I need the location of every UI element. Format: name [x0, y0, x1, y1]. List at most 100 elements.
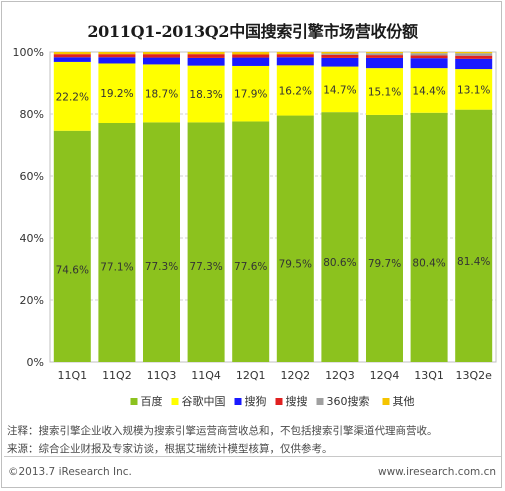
footer-copyright: ©2013.7 iResearch Inc. [8, 466, 132, 478]
x-tick-label: 11Q4 [191, 369, 221, 382]
bar-segment-3 [366, 57, 403, 69]
bar-segment-5 [455, 53, 493, 56]
data-label: 16.2% [279, 85, 312, 97]
bar-segment-3 [143, 57, 180, 65]
bar-segment-4 [321, 54, 359, 58]
data-label: 80.6% [323, 257, 356, 269]
data-label: 14.4% [412, 85, 445, 97]
data-label: 22.2% [56, 91, 89, 103]
data-label: 81.4% [457, 256, 490, 268]
bar-segment-6 [366, 52, 403, 54]
y-tick-label: 40% [20, 232, 44, 245]
data-label: 14.7% [323, 84, 356, 96]
bar-segment-2 [410, 68, 448, 113]
data-label: 80.4% [412, 257, 445, 269]
x-tick-label: 12Q2 [280, 369, 310, 382]
bar-segment-3 [232, 57, 270, 66]
bar-segment-2 [53, 61, 91, 131]
bar-segment-4 [455, 55, 493, 59]
bar-segment-3 [455, 58, 493, 70]
bar-segment-2 [276, 65, 314, 116]
bar-segment-1 [455, 109, 493, 362]
bar-segment-1 [366, 114, 403, 363]
bar-segment-2 [366, 68, 403, 115]
bar-segment-3 [187, 57, 225, 66]
data-label: 77.6% [234, 261, 267, 273]
data-label: 18.3% [189, 89, 222, 101]
y-tick-label: 80% [20, 108, 44, 121]
bar-segment-1 [276, 115, 314, 362]
bar-segment-5 [410, 53, 448, 56]
bar-segment-4 [276, 54, 314, 58]
x-tick-label: 11Q1 [57, 369, 87, 382]
bar-segment-1 [187, 122, 225, 363]
legend-swatch [234, 398, 242, 405]
chart-notes: 注释：搜索引擎企业收入规模为搜索引擎运营商营收总和，不包括搜索引擎渠道代理商营收… [7, 422, 438, 458]
bar-segment-4 [366, 55, 403, 58]
data-label: 79.7% [368, 258, 401, 270]
note-annotation: 注释：搜索引擎企业收入规模为搜索引擎运营商营收总和，不包括搜索引擎渠道代理商营收… [7, 425, 438, 437]
data-label: 13.1% [457, 84, 490, 96]
data-label: 19.2% [100, 88, 133, 100]
legend-swatch [130, 398, 138, 405]
chart-title: 2011Q1-2013Q2中国搜索引擎市场营收份额 [87, 22, 418, 41]
bar-segment-2 [187, 65, 225, 123]
bar-segment-2 [98, 63, 136, 123]
bar-segment-4 [187, 54, 225, 58]
data-label: 15.1% [368, 87, 401, 99]
bar-segment-3 [410, 58, 448, 69]
legend-label: 360搜索 [327, 394, 370, 408]
x-tick-label: 12Q4 [370, 369, 400, 382]
data-label: 77.3% [189, 261, 222, 273]
legend-swatch [275, 398, 283, 405]
bar-segment-6 [455, 52, 493, 54]
bar-segment-1 [321, 112, 359, 362]
legend-label: 谷歌中国 [182, 394, 226, 408]
bar-segment-4 [143, 54, 180, 58]
y-tick-label: 60% [20, 170, 44, 183]
bar-segment-2 [143, 64, 180, 123]
bar-segment-5 [321, 53, 359, 55]
bar-segment-4 [232, 54, 270, 58]
bar-segment-6 [276, 52, 314, 55]
legend-swatch [382, 398, 390, 405]
x-tick-label: 13Q1 [414, 369, 444, 382]
legend-label: 搜狗 [245, 394, 267, 408]
legend-label: 搜搜 [286, 394, 308, 408]
x-tick-label: 13Q2e [455, 369, 492, 382]
x-tick-label: 12Q3 [325, 369, 355, 382]
bar-segment-6 [410, 52, 448, 54]
bar-segment-4 [410, 55, 448, 59]
x-tick-label: 11Q3 [147, 369, 177, 382]
bar-segment-5 [366, 53, 403, 56]
bar-segment-4 [98, 54, 136, 58]
bar-segment-4 [53, 54, 91, 58]
data-label: 74.6% [56, 264, 89, 276]
legend-swatch [316, 398, 324, 405]
data-label: 77.3% [145, 261, 178, 273]
legend-label: 其他 [393, 395, 415, 408]
bar-segment-1 [143, 122, 180, 363]
data-label: 17.9% [234, 89, 267, 101]
footer-website: www.iresearch.com.cn [377, 466, 496, 478]
bar-segment-2 [321, 66, 359, 113]
legend-label: 百度 [141, 394, 163, 408]
x-tick-label: 11Q2 [102, 369, 132, 382]
bar-segment-3 [53, 57, 91, 62]
data-label: 77.1% [100, 261, 133, 273]
data-label: 79.5% [279, 258, 312, 270]
x-tick-label: 12Q1 [236, 369, 266, 382]
bar-segment-6 [232, 52, 270, 55]
bar-segment-1 [98, 122, 136, 363]
bar-segment-1 [53, 130, 91, 362]
y-tick-label: 20% [20, 294, 44, 307]
bar-segment-3 [98, 57, 136, 64]
bar-segment-1 [232, 121, 270, 362]
plot-area [49, 51, 497, 363]
legend-swatch [171, 398, 179, 405]
footer-divider [4, 456, 501, 457]
bar-segment-3 [321, 57, 359, 67]
note-source: 来源：综合企业财报及专家访谈，根据艾瑞统计模型核算，仅供参考。 [7, 443, 333, 455]
bar-segment-2 [455, 69, 493, 110]
y-tick-label: 0% [27, 356, 44, 369]
